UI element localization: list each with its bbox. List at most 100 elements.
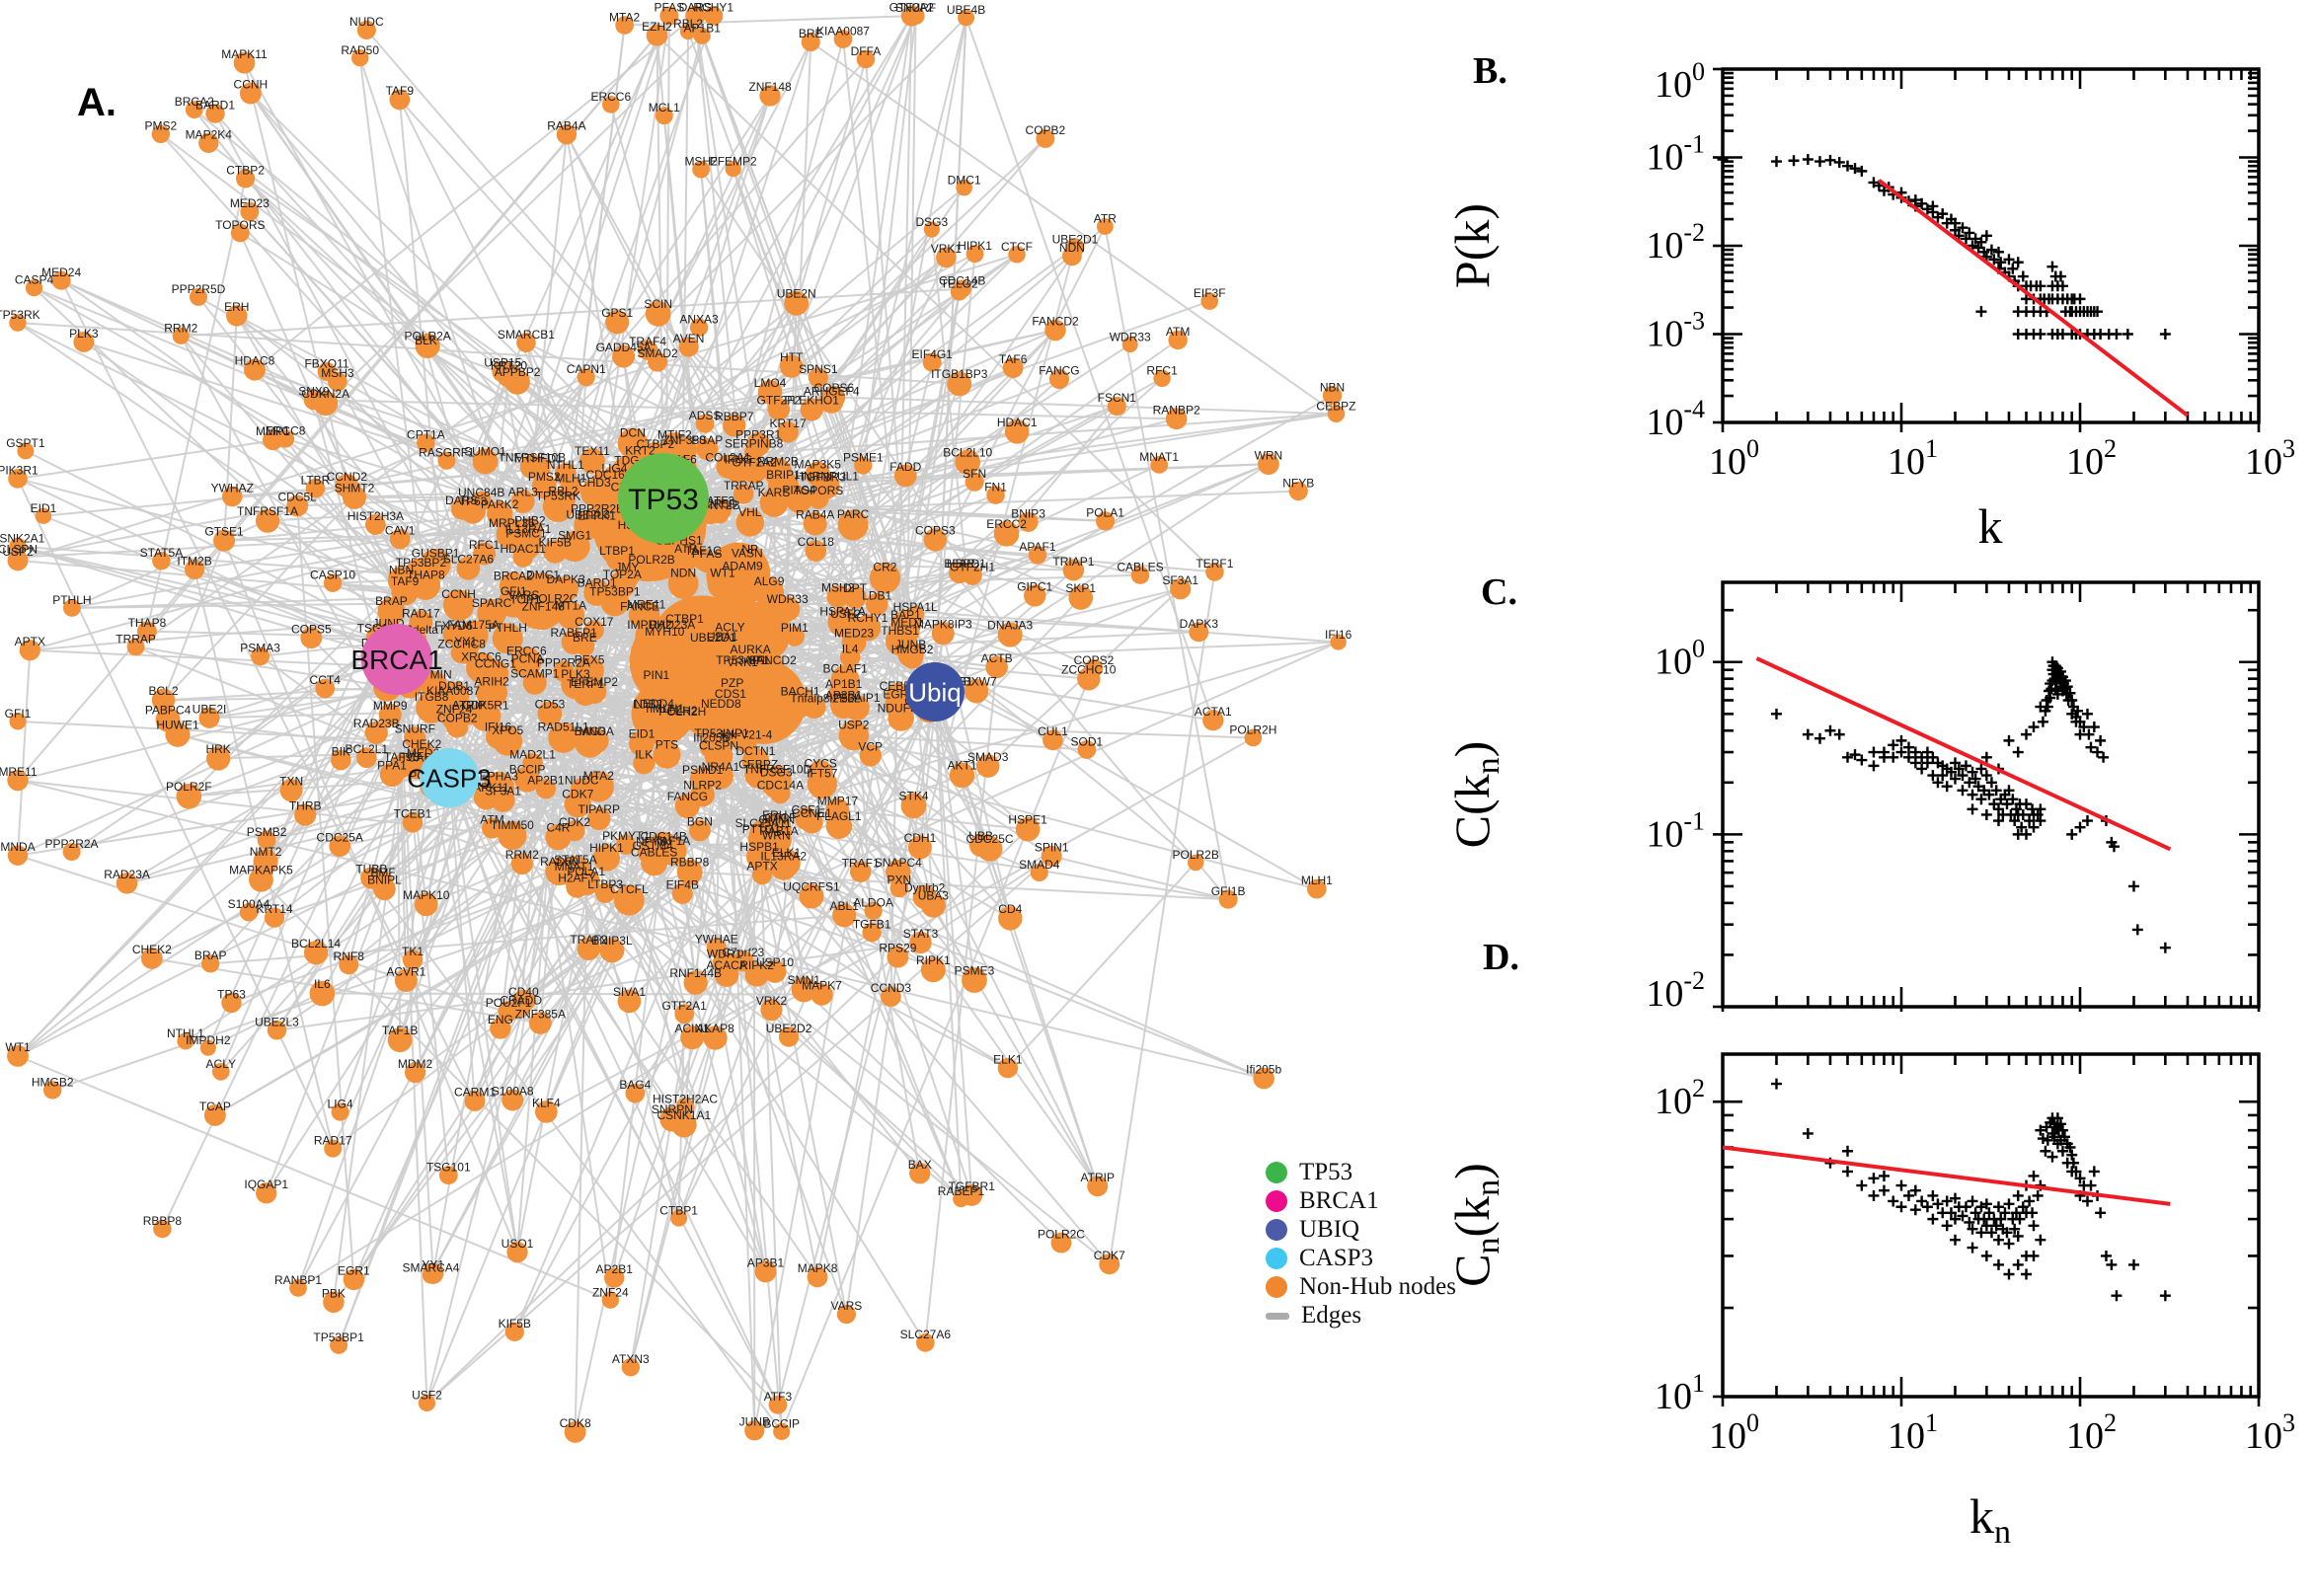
network-node-label: GIPC1: [1017, 579, 1052, 593]
network-node-label: PSMB2: [247, 825, 287, 839]
network-node-label: PSME3: [955, 963, 995, 977]
network-node-label: CTBP2: [226, 164, 265, 178]
network-node-label: NFYB: [1282, 476, 1314, 490]
network-node-label: COX17: [575, 615, 614, 629]
network-node-label: CEBPZ: [1316, 399, 1355, 413]
legend-item-label: Non-Hub nodes: [1299, 1273, 1456, 1301]
network-node-label: IL6: [314, 977, 331, 991]
network-node-label: TNFRSF10B: [499, 450, 567, 464]
network-node-label: TEX11: [575, 444, 610, 458]
network-node-label: MAPK8: [798, 1261, 838, 1275]
network-node-label: ANXA3: [679, 313, 719, 327]
legend-item-label: BRCA1: [1299, 1187, 1379, 1215]
network-node-label: NUDC: [349, 15, 384, 29]
network-node-label: AP2B1: [596, 1262, 634, 1276]
network-node-label: RAB4A: [547, 119, 585, 133]
axis-tick-label: 10-2: [1646, 218, 1705, 266]
network-node-label: RFC1: [1146, 363, 1178, 377]
network-node-label: PABPC4: [145, 704, 192, 718]
network-node-label: ARL3: [508, 486, 538, 499]
network-node-label: WRN: [1255, 448, 1283, 462]
network-node-label: COPB2: [1026, 123, 1066, 137]
network-node-label: SFN: [963, 467, 986, 481]
network-node-label: STAT5A: [554, 853, 597, 867]
network-node-label: GFI1B: [1211, 884, 1246, 898]
network-node-label: PSMA3: [240, 642, 280, 655]
network-node-label: ADAM9: [722, 560, 763, 573]
legend-item-label: Edges: [1301, 1302, 1361, 1330]
network-node-label: MMP9: [373, 699, 408, 713]
network-node-label: ACTA1: [1195, 705, 1232, 719]
network-node-label: ERCC6: [590, 90, 631, 104]
network-node-label: TAF1B: [382, 1024, 418, 1037]
network-node-label: MTIF2: [657, 428, 692, 442]
network-node-label: BCL2L14: [291, 937, 341, 950]
network-node-label: AP3B1: [747, 1255, 785, 1269]
network-node-label: LIG4: [328, 1098, 353, 1111]
axis-tick-label: 103: [2245, 1408, 2295, 1457]
network-node-label: RBBP8: [143, 1214, 183, 1228]
network-node-label: MDM2: [398, 1057, 433, 1071]
network-node-label: IL4: [842, 642, 859, 655]
hub-node-label-tp53: TP53: [628, 484, 699, 516]
network-node-label: HNRNPUL1: [795, 470, 859, 484]
network-node-label: TERF1: [1196, 557, 1233, 570]
network-node-label: RRM2: [505, 848, 539, 862]
network-node-label: WT1: [5, 1040, 31, 1054]
axis-tick-label: 100: [1655, 635, 1705, 683]
legend-item-edges: Edges: [1266, 1304, 1456, 1328]
network-node-label: TIMM50: [491, 818, 534, 832]
network-node-label: IFI16: [1325, 628, 1352, 642]
network-nodes: [7, 6, 1347, 1443]
network-node-label: RBBP8: [670, 856, 710, 870]
network-node-label: FANCE: [620, 599, 659, 613]
hub-node-label-ubiq: Ubiq: [908, 677, 961, 707]
network-node-label: HSPA1L: [893, 600, 938, 614]
network-node-label: TRAF2: [570, 933, 607, 947]
network-node-label: LMO4: [754, 376, 787, 390]
network-node-label: CHEK2: [132, 943, 172, 956]
network-node-label: SPARC: [472, 596, 512, 610]
network-node-label: VHL: [738, 505, 762, 519]
network-node-label: Igk-V21-4: [721, 727, 772, 741]
network-node-label: ATM: [1166, 325, 1190, 339]
network-node-label: TNFRSF1A: [237, 504, 298, 518]
network-node-label: CPT1A: [407, 428, 445, 442]
network-node-label: TNFRSF10D: [743, 762, 812, 776]
network-node-label: AVEN: [673, 332, 705, 345]
network-node-label: AP2B1: [527, 774, 565, 788]
network-node-label: HDAC11: [500, 542, 546, 556]
network-node-label: APAF1: [1019, 540, 1055, 554]
network-node-label: RNF8: [334, 950, 365, 963]
network-node-label: CDK7: [1094, 1249, 1125, 1262]
network-node-label: GSTM4: [632, 839, 673, 853]
axis-tick-label: 102: [2066, 1408, 2117, 1457]
network-node-label: RAD50: [341, 43, 379, 57]
network-node-label: MTA2: [609, 10, 640, 24]
network-node-label: GTF2F2: [757, 394, 802, 408]
network-node-label: PPP2R2A: [45, 837, 99, 851]
network-node-label: MMP17: [817, 794, 859, 807]
network-node-label: JUNB: [895, 638, 926, 651]
legend-node-swatch: [1266, 1276, 1287, 1298]
axis-tick-label: 10-3: [1646, 307, 1705, 355]
network-node-label: DSG3: [915, 215, 948, 229]
network-node-label: NDN: [1059, 241, 1085, 255]
network-node-label: BAG4: [619, 1078, 651, 1092]
network-node-label: STAT3: [903, 927, 939, 941]
network-node-label: RRM2: [164, 322, 197, 336]
network-node-label: HSPD1: [947, 557, 986, 570]
network-node-label: CDKN2A: [301, 387, 349, 401]
network-node-label: CHD3: [579, 476, 611, 490]
y-axis-title: P(k): [1444, 203, 1500, 288]
network-node-label: COPS5: [291, 622, 332, 636]
network-node-label: TOP1: [509, 592, 540, 606]
network-node-label: TP53BP2: [396, 556, 447, 570]
network-node-label: WDR33: [1110, 330, 1151, 343]
network-node-label: UBE2N: [777, 287, 816, 301]
network-node-label: RAD51L1: [538, 721, 589, 734]
network-node-label: ELK1: [993, 1052, 1023, 1066]
network-node-label: HDAC8: [235, 354, 275, 368]
y-axis-title: C(kn​): [1444, 741, 1506, 849]
